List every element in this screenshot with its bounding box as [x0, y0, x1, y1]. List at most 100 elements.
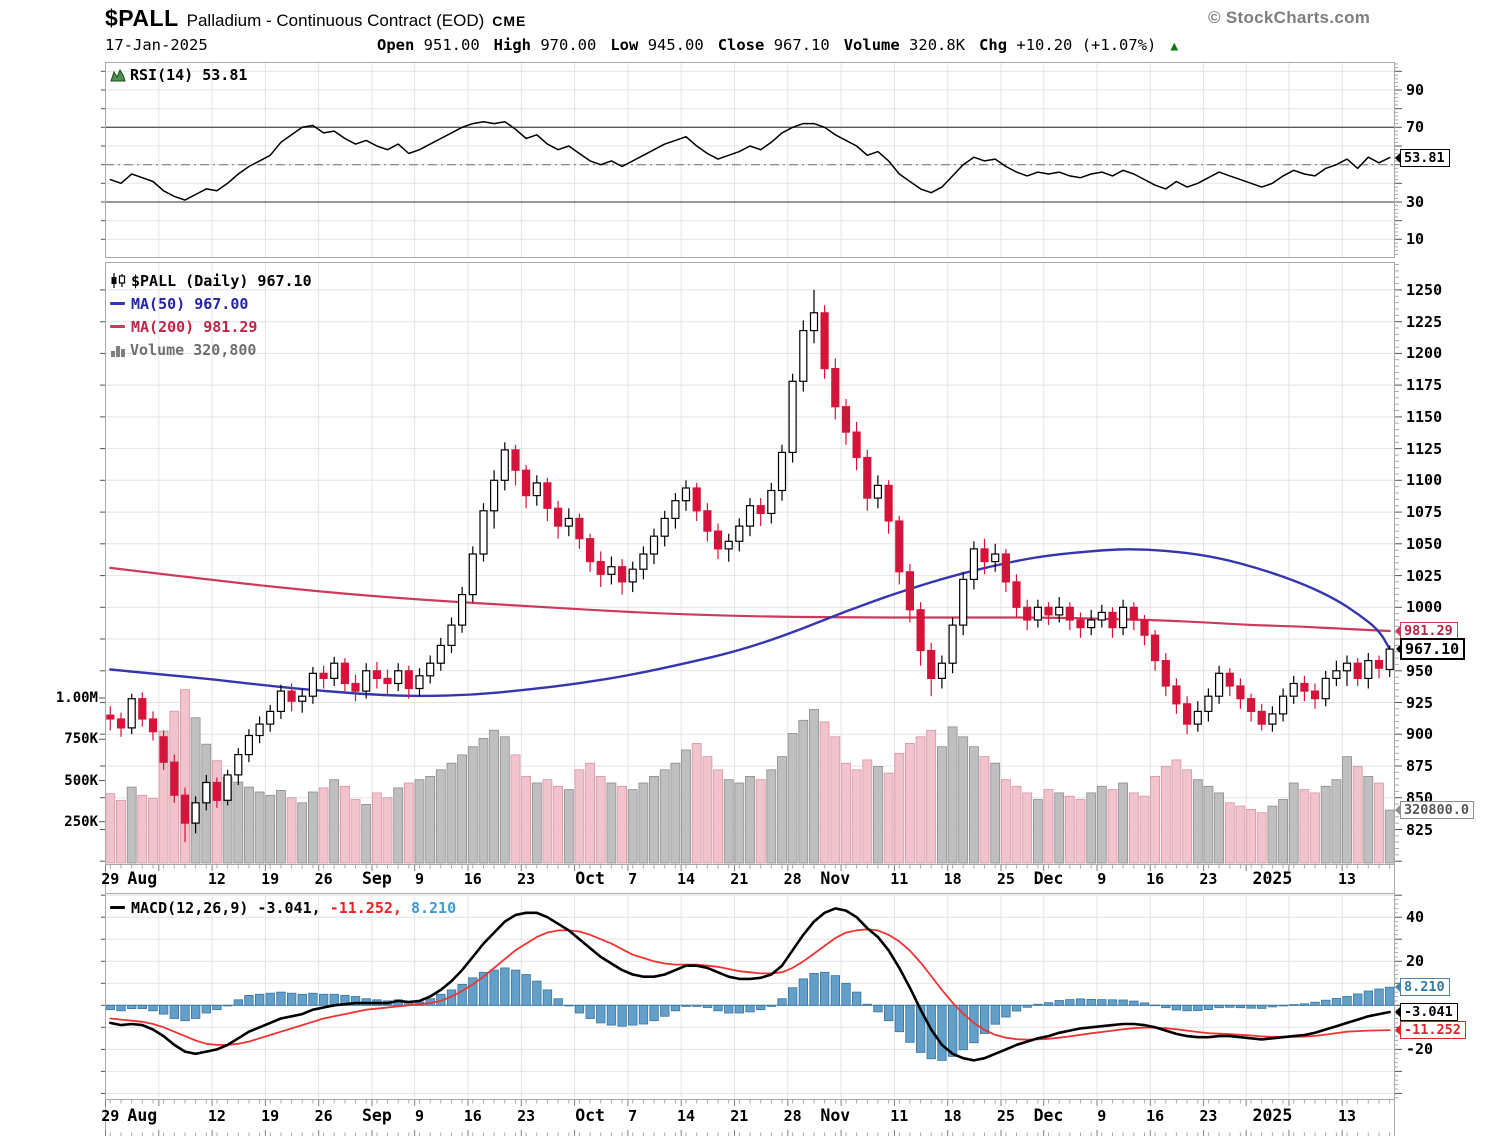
y-axis-label: 90 [1406, 81, 1425, 99]
exchange: CME [492, 13, 527, 29]
quote-date: 17-Jan-2025 [105, 36, 208, 54]
volume-axis-label: 250K [64, 813, 98, 830]
svg-text:9: 9 [1097, 870, 1106, 888]
ma200-legend-label: MA(200) 981.29 [131, 318, 258, 336]
svg-text:23: 23 [1199, 870, 1217, 888]
y-axis-label: 1000 [1406, 598, 1443, 617]
volume-label: Volume [843, 36, 900, 54]
svg-text:23: 23 [1199, 1107, 1217, 1125]
svg-text:2025: 2025 [1253, 1106, 1293, 1125]
macd-legend-signal: -11.252, [329, 899, 402, 917]
price-legend-label: $PALL (Daily) 967.10 [131, 272, 312, 290]
volume-legend-label: Volume 320,800 [130, 341, 257, 359]
svg-text:Dec: Dec [1034, 1106, 1064, 1125]
macd-legend: MACD(12,26,9) -3.041, -11.252, 8.210 [110, 899, 456, 917]
svg-text:13: 13 [1338, 1107, 1356, 1125]
stockcharts-credit: © StockCharts.com [1208, 8, 1371, 27]
svg-text:19: 19 [261, 870, 279, 888]
macd-line-callout: -3.041 [1400, 1003, 1458, 1021]
svg-text:Nov: Nov [820, 869, 850, 888]
volume-legend: Volume 320,800 [110, 341, 256, 359]
quote-line: 17-Jan-2025 Open 951.00 High 970.00 Low 945… [105, 36, 1178, 54]
y-axis-label: 1225 [1406, 312, 1443, 331]
macd-legend-hist: 8.210 [410, 899, 457, 917]
volume-bars-icon [111, 346, 125, 357]
volume-axis-label: 1.00M [55, 690, 98, 706]
svg-text:18: 18 [944, 870, 962, 888]
svg-text:9: 9 [1097, 1107, 1106, 1125]
y-axis-label: 875 [1406, 757, 1434, 775]
chg-label: Chg [979, 36, 1008, 54]
rsi-callout: 53.81 [1400, 148, 1450, 167]
svg-text:16: 16 [1146, 1107, 1164, 1125]
close-label: Close [717, 36, 765, 54]
y-axis-label: 1200 [1406, 344, 1443, 363]
svg-text:Nov: Nov [820, 1106, 850, 1125]
svg-text:Aug: Aug [127, 1106, 157, 1125]
y-axis-label: 30 [1406, 193, 1425, 211]
svg-text:14: 14 [677, 1107, 695, 1125]
svg-text:9: 9 [415, 870, 424, 888]
svg-text:14: 14 [677, 870, 695, 888]
svg-text:11: 11 [890, 1107, 908, 1125]
low-value: 945.00 [647, 36, 704, 54]
svg-text:23: 23 [517, 1107, 535, 1125]
price-legend-symbol: $PALL (Daily) 967.10 [110, 272, 312, 290]
svg-text:25: 25 [997, 1107, 1015, 1125]
svg-text:28: 28 [784, 870, 802, 888]
svg-text:28: 28 [784, 1107, 802, 1125]
y-axis-label: 10 [1406, 230, 1425, 249]
macd-swatch-ic***on [110, 905, 125, 909]
svg-text:18: 18 [944, 1107, 962, 1125]
ma50-legend-label: MA(50) 967.00 [131, 295, 249, 313]
svg-text:19: 19 [261, 1107, 279, 1125]
svg-text:11: 11 [890, 870, 908, 888]
open-value: 951.00 [423, 36, 480, 54]
ma200-callout: 981.29 [1400, 622, 1458, 640]
y-axis-label: 20 [1406, 952, 1425, 971]
svg-text:Sep: Sep [362, 1106, 392, 1125]
y-axis-label: 1100 [1406, 471, 1443, 490]
svg-text:16: 16 [464, 1107, 482, 1125]
svg-text:12: 12 [208, 870, 226, 888]
y-axis-label: 1250 [1406, 280, 1443, 299]
symbol: $PALL [105, 5, 179, 31]
close-price-callout: 967.10 [1400, 638, 1466, 661]
date-axis-lower: 29 Aug 12 19 26 Sep 9 16 23 Oct 7 14 21 28 Nov 11 18 25 De… [101, 1100, 1395, 1136]
y-axis-label: 1150 [1406, 407, 1443, 426]
open-label: Open [377, 36, 415, 54]
rsi-panel-plot [105, 62, 1395, 258]
y-axis-label: 825 [1406, 820, 1434, 839]
chg-value: +10.20 (+1.07%) [1016, 36, 1157, 54]
y-axis-label: 925 [1406, 693, 1434, 712]
svg-text:29: 29 [101, 1107, 119, 1125]
macd-legend-main: MACD(12,26,9) -3.041, [131, 899, 321, 917]
volume-axis-label: 750K [64, 731, 98, 748]
high-value: 970.00 [540, 36, 597, 54]
y-axis-label: 70 [1406, 118, 1425, 137]
svg-text:Dec: Dec [1034, 869, 1064, 888]
svg-text:23: 23 [517, 870, 535, 888]
y-axis-label: 1175 [1406, 376, 1443, 395]
svg-text:7: 7 [628, 1107, 637, 1125]
symbol-name: Palladium - Continuous Contract (EOD) [186, 11, 485, 30]
svg-text:2025: 2025 [1253, 869, 1293, 888]
macd-signal-callout: -11.252 [1400, 1021, 1466, 1040]
svg-text:29: 29 [101, 870, 119, 888]
y-axis-label: 950 [1406, 661, 1434, 680]
macd-histogram-callout: 8.210 [1400, 978, 1450, 997]
low-label: Low [610, 36, 639, 54]
ma200-swatch-icon [110, 324, 125, 328]
volume-callout: 320800.0 [1400, 801, 1475, 820]
y-axis-label: 1125 [1406, 439, 1443, 458]
svg-text:25: 25 [997, 870, 1015, 888]
svg-text:21: 21 [730, 870, 748, 888]
rsi-legend: RSI(14) 53.81 [110, 66, 247, 84]
macd-panel-plot [105, 893, 1395, 1100]
rsi-legend-label: RSI(14) 53.81 [130, 66, 248, 84]
rsi-area-icon [110, 68, 126, 82]
svg-text:12: 12 [208, 1107, 226, 1125]
svg-text:26: 26 [315, 1107, 333, 1125]
volume-axis-label: 500K [64, 772, 98, 789]
